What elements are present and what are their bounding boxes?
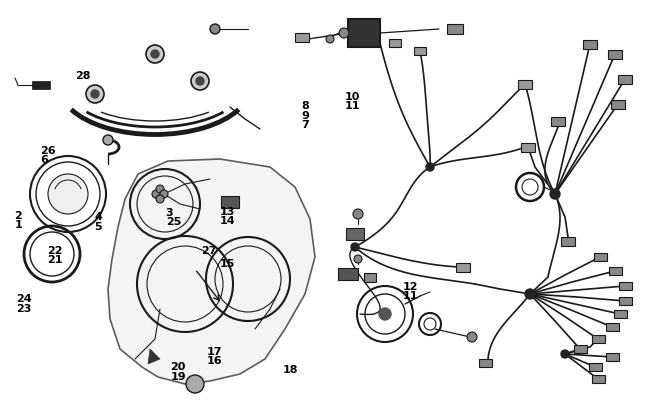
Text: 27: 27 [202,245,217,255]
Bar [606,323,619,331]
Bar [447,25,463,35]
Text: 7: 7 [301,120,309,130]
Bar [221,196,239,209]
Bar [618,75,632,84]
Text: 25: 25 [166,217,181,227]
Circle shape [210,25,220,35]
Circle shape [196,78,204,86]
Circle shape [353,209,363,220]
Circle shape [561,350,569,358]
Bar [348,20,380,48]
Text: 10: 10 [344,92,360,102]
Circle shape [354,256,362,263]
Text: 4: 4 [94,212,102,222]
Text: 11: 11 [403,291,419,301]
Bar [295,34,309,43]
Text: 8: 8 [301,101,309,111]
Bar [478,359,491,367]
Circle shape [326,36,334,44]
Bar [521,143,535,152]
Bar [593,254,606,261]
Bar [588,363,601,371]
Text: 16: 16 [207,356,222,365]
Bar [338,269,358,280]
Circle shape [186,375,204,393]
Bar [619,282,632,290]
Circle shape [191,73,209,91]
Text: 2: 2 [14,211,22,220]
Bar [551,117,565,126]
Bar [614,310,627,318]
Text: 6: 6 [40,155,48,165]
Text: 3: 3 [166,208,174,217]
Circle shape [467,332,477,342]
Bar [573,345,586,353]
Circle shape [156,196,164,203]
Text: 13: 13 [220,207,235,216]
Circle shape [426,164,434,172]
Circle shape [103,136,113,146]
Bar [389,40,401,48]
Text: 17: 17 [207,346,222,356]
Text: 11: 11 [344,101,360,111]
Text: 1: 1 [14,220,22,230]
Circle shape [339,29,349,39]
Text: 9: 9 [301,111,309,120]
Bar [518,80,532,89]
Bar [606,353,619,361]
Circle shape [379,308,391,320]
Bar [619,297,632,305]
Text: 15: 15 [220,258,235,268]
Text: 22: 22 [47,245,62,255]
Text: 28: 28 [75,71,90,81]
Circle shape [550,190,560,200]
Circle shape [152,190,160,198]
Circle shape [160,190,168,198]
Circle shape [156,185,164,194]
Text: 21: 21 [47,254,62,264]
Polygon shape [148,349,160,364]
Text: 14: 14 [220,216,235,226]
Circle shape [351,243,359,252]
Circle shape [86,86,104,104]
Polygon shape [108,160,315,384]
Bar [32,82,50,90]
Bar [364,273,376,282]
Bar [608,267,621,275]
Circle shape [151,51,159,59]
Text: 5: 5 [94,221,102,231]
Bar [583,40,597,49]
Bar [611,100,625,109]
Text: 18: 18 [283,364,298,374]
Text: 12: 12 [403,281,419,291]
Circle shape [525,289,535,299]
Text: 19: 19 [170,371,186,381]
Text: 26: 26 [40,146,56,156]
Bar [592,375,604,383]
Bar [592,335,604,343]
Bar [346,228,364,241]
Bar [561,237,575,246]
Text: 20: 20 [170,362,186,371]
Circle shape [146,46,164,64]
Circle shape [48,175,88,215]
Bar [456,263,470,272]
Text: 24: 24 [16,294,32,303]
Bar [608,50,622,60]
Circle shape [91,91,99,99]
Text: 23: 23 [16,303,32,313]
Bar [414,48,426,56]
